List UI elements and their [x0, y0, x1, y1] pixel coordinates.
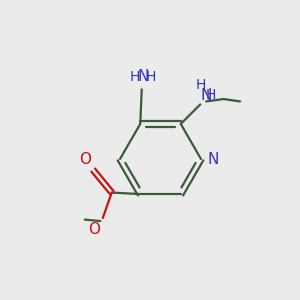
Text: N: N: [208, 152, 219, 166]
Text: O: O: [88, 222, 100, 237]
Text: H: H: [146, 70, 156, 84]
Text: N: N: [138, 69, 149, 84]
Text: O: O: [79, 152, 91, 167]
Text: H: H: [206, 88, 216, 102]
Text: H: H: [195, 78, 206, 92]
Text: N: N: [201, 88, 212, 103]
Text: H: H: [130, 70, 140, 84]
